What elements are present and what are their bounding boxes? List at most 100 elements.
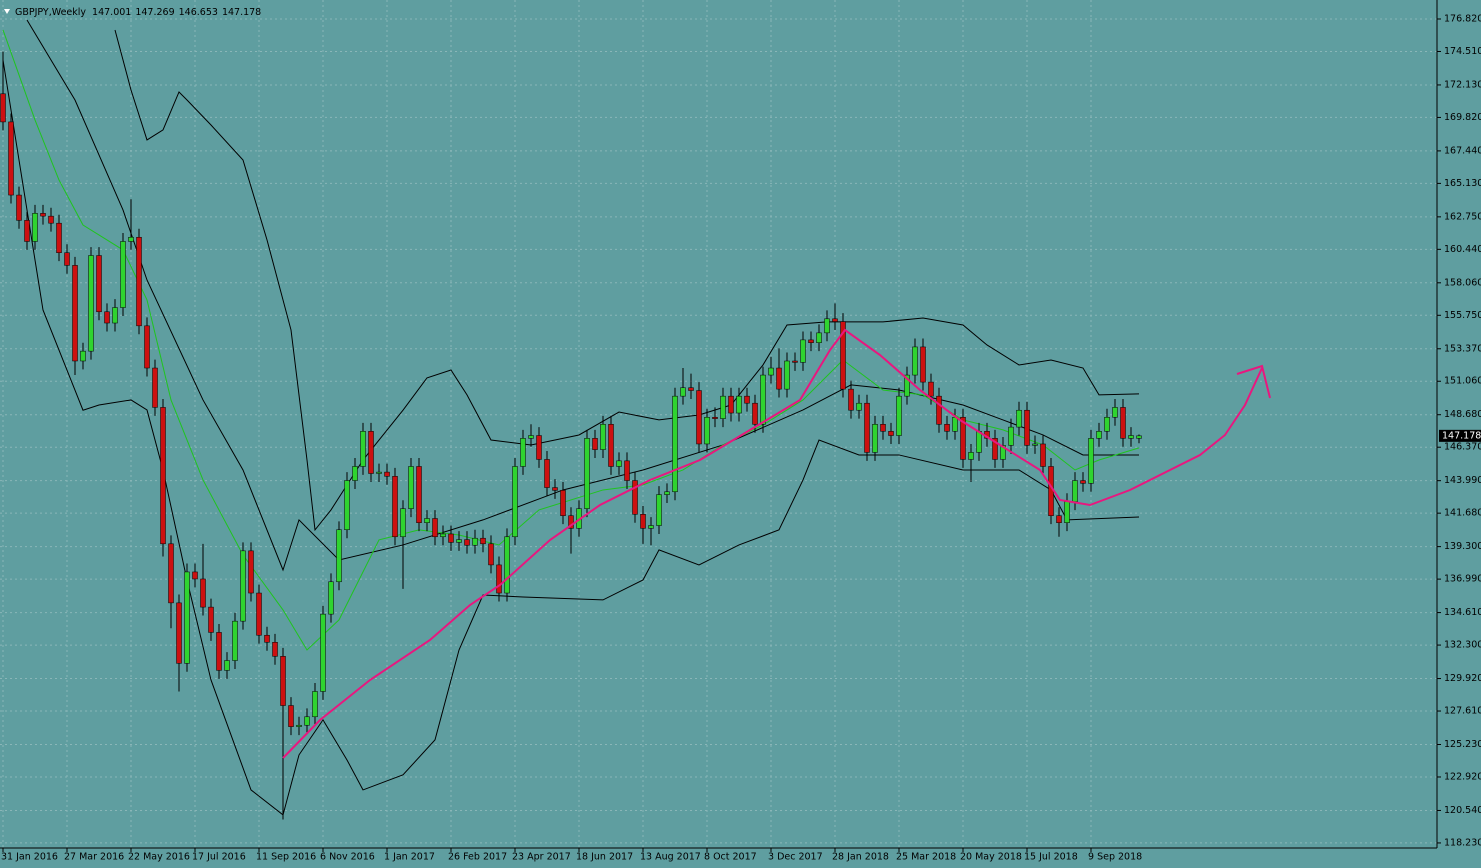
- candle-body: [880, 424, 886, 432]
- candle-body: [664, 491, 670, 495]
- candle-body: [112, 307, 118, 324]
- header-close: 147.178: [222, 7, 261, 18]
- candle-body: [824, 318, 830, 334]
- x-tick-label: 26 Feb 2017: [448, 852, 507, 863]
- candle-body: [1088, 438, 1094, 484]
- candle-body: [184, 571, 190, 664]
- candle-body: [712, 416, 718, 419]
- y-tick-label: 148.680: [1444, 409, 1481, 420]
- candle-body: [264, 634, 270, 643]
- candle-body: [216, 632, 222, 671]
- x-tick-label: 27 Mar 2016: [64, 852, 124, 863]
- candle-body: [1096, 431, 1102, 439]
- candle-body: [208, 606, 214, 633]
- candle-body: [328, 581, 334, 615]
- candle-body: [136, 236, 142, 327]
- x-tick-label: 13 Aug 2017: [640, 852, 701, 863]
- candle-body: [128, 236, 134, 242]
- indicators: [2, 19, 1140, 816]
- candle-body: [272, 642, 278, 657]
- candle-body: [408, 466, 414, 509]
- candle-body: [96, 255, 102, 313]
- x-tick-label: 31 Jan 2016: [1, 852, 58, 863]
- candle-body: [312, 691, 318, 718]
- candle-body: [744, 395, 750, 404]
- candle-body: [608, 424, 614, 467]
- candle-body: [800, 339, 806, 363]
- candle-body: [1064, 501, 1070, 523]
- x-tick-label: 15 Jul 2018: [1024, 852, 1078, 863]
- y-tick-label: 143.990: [1444, 475, 1481, 486]
- candle-body: [24, 220, 30, 242]
- candle-body: [296, 724, 302, 727]
- y-tick-label: 118.230: [1444, 837, 1481, 848]
- candle-body: [560, 490, 566, 516]
- candle-body: [1104, 416, 1110, 432]
- candle-body: [384, 471, 390, 477]
- candle-body: [1032, 443, 1038, 446]
- y-tick-label: 160.440: [1444, 244, 1481, 255]
- candle-body: [1120, 407, 1126, 439]
- candle-body: [152, 367, 158, 408]
- candle-body: [456, 539, 462, 543]
- candle-body: [32, 213, 38, 242]
- candle-body: [1008, 426, 1014, 446]
- x-tick-label: 23 Apr 2017: [512, 852, 571, 863]
- x-tick-label: 17 Jul 2016: [192, 852, 246, 863]
- candle-body: [488, 543, 494, 566]
- candle-body: [912, 346, 918, 376]
- candle-body: [920, 346, 926, 383]
- axes: 176.820 174.510 172.130 169.820 167.440 165.1…: [1, 13, 1481, 863]
- x-tick-label: 6 Nov 2016: [320, 852, 375, 863]
- candle-body: [728, 395, 734, 414]
- candle-body: [496, 564, 502, 594]
- candle-body: [784, 360, 790, 390]
- candle-body: [144, 325, 150, 369]
- candle-body: [688, 387, 694, 391]
- candle-body: [56, 222, 62, 253]
- candle-body: [872, 424, 878, 453]
- y-tick-label: 127.610: [1444, 706, 1481, 717]
- candle-body: [256, 592, 262, 636]
- y-tick-label: 146.370: [1444, 442, 1481, 453]
- candle-body: [504, 536, 510, 594]
- y-tick-label: 176.820: [1444, 13, 1481, 24]
- candle-body: [376, 471, 382, 474]
- candle-body: [720, 395, 726, 419]
- candle-body: [400, 508, 406, 538]
- candle-body: [344, 480, 350, 531]
- candle-body: [736, 395, 742, 414]
- candle-body: [336, 529, 342, 583]
- candle-body: [832, 318, 838, 322]
- candle-body: [672, 395, 678, 493]
- candle-body: [1128, 435, 1134, 439]
- candle-body: [1136, 435, 1142, 439]
- arrow-head: [1236, 364, 1271, 399]
- menu-triangle[interactable]: [4, 9, 10, 14]
- candle-body: [232, 620, 238, 661]
- candle-body: [0, 93, 6, 123]
- candle-body: [816, 332, 822, 343]
- indicator-line: [26, 19, 1139, 572]
- candle-body: [160, 407, 166, 545]
- candle-body: [1024, 409, 1030, 446]
- candle-body: [520, 438, 526, 467]
- candle-body: [80, 350, 86, 362]
- candle-body: [200, 578, 206, 608]
- candle-body: [352, 466, 358, 481]
- y-tick-label: 162.750: [1444, 211, 1481, 222]
- y-tick-label: 165.130: [1444, 178, 1481, 189]
- candles: [0, 51, 1142, 820]
- candle-body: [928, 381, 934, 397]
- candle-body: [960, 416, 966, 460]
- y-tick-label: 167.440: [1444, 145, 1481, 156]
- candle-body: [896, 395, 902, 436]
- y-tick-label: 122.920: [1444, 771, 1481, 782]
- candle-body: [176, 602, 182, 664]
- candle-body: [360, 431, 366, 467]
- candle-body: [968, 452, 974, 460]
- x-tick-label: 22 May 2016: [128, 852, 190, 863]
- x-tick-label: 25 Mar 2018: [896, 852, 956, 863]
